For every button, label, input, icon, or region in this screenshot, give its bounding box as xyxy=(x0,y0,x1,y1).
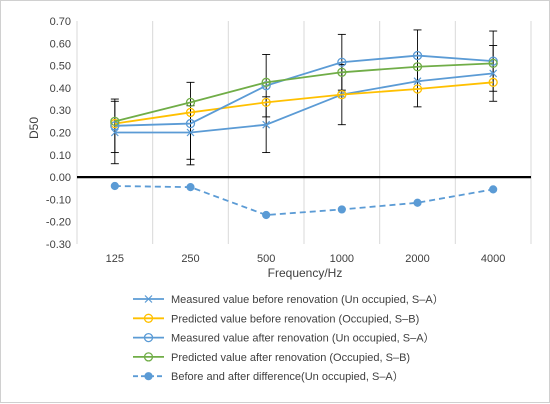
x-tick-label: 1000 xyxy=(330,253,354,265)
data-point-x-marker xyxy=(262,120,271,129)
series-line xyxy=(114,54,494,127)
data-point-filled-circle xyxy=(489,185,498,194)
data-point-open-circle xyxy=(412,50,423,61)
data-point-x-marker xyxy=(110,128,119,137)
data-point-open-circle xyxy=(337,89,347,100)
series-line xyxy=(114,81,494,125)
y-tick-label: 0.30 xyxy=(50,105,71,117)
legend: Measured value before renovation (Un occ… xyxy=(133,293,444,383)
legend-entry: Predicted value after renovation (Occupi… xyxy=(133,352,410,364)
series-1 xyxy=(110,69,498,137)
y-tick-label: -0.20 xyxy=(46,217,71,229)
legend-entry: Predicted value before renovation (Occup… xyxy=(133,313,419,325)
y-tick-label: 0.00 xyxy=(50,172,71,184)
data-point-open-circle xyxy=(261,97,271,108)
y-tick-label: -0.10 xyxy=(46,194,71,206)
series-4 xyxy=(110,58,498,126)
x-tick-label: 500 xyxy=(257,253,275,265)
data-point-open-circle xyxy=(185,97,196,108)
y-tick-label: 0.10 xyxy=(50,150,71,162)
data-point-open-circle xyxy=(185,118,196,129)
y-tick-label: 0.50 xyxy=(50,61,71,73)
series-3 xyxy=(110,50,498,131)
legend-label: Predicted value before renovation (Occup… xyxy=(171,313,419,325)
y-tick-label: 0.70 xyxy=(50,16,71,28)
data-point-open-circle xyxy=(488,58,498,69)
legend-entry: Measured value before renovation (Un occ… xyxy=(133,293,444,306)
legend-label: Before and after difference(Un occupied,… xyxy=(171,370,404,383)
x-axis-title: Frequency/Hz xyxy=(268,266,343,280)
series-line xyxy=(114,62,494,123)
y-tick-label: 0.60 xyxy=(50,38,71,50)
data-point-open-circle xyxy=(185,107,196,118)
x-tick-label: 2000 xyxy=(405,253,429,265)
data-point-open-circle xyxy=(143,332,154,343)
series-line xyxy=(114,72,494,134)
data-point-open-circle xyxy=(337,67,347,77)
data-point-filled-circle xyxy=(110,181,119,191)
x-tick-label: 125 xyxy=(106,253,124,265)
data-point-open-circle xyxy=(143,352,154,362)
data-point-filled-circle xyxy=(144,372,153,381)
data-point-x-marker xyxy=(186,128,195,137)
data-point-open-circle xyxy=(110,116,120,126)
series-line xyxy=(114,185,494,216)
data-point-filled-circle xyxy=(262,210,271,220)
data-point-open-circle xyxy=(412,84,423,94)
data-point-filled-circle xyxy=(337,205,346,214)
legend-label: Predicted value after renovation (Occupi… xyxy=(171,352,410,364)
data-point-filled-circle xyxy=(413,198,422,207)
data-point-x-marker xyxy=(144,295,153,303)
x-tick-label: 4000 xyxy=(481,253,505,265)
legend-entry: Measured value after renovation (Un occu… xyxy=(133,332,435,345)
data-point-open-circle xyxy=(143,313,154,323)
series-2 xyxy=(110,77,498,129)
data-point-filled-circle xyxy=(186,183,195,192)
data-point-open-circle xyxy=(412,62,423,72)
data-point-open-circle xyxy=(337,57,347,67)
legend-entry: Before and after difference(Un occupied,… xyxy=(133,370,404,383)
y-tick-label: 0.20 xyxy=(50,128,71,140)
y-tick-label: -0.30 xyxy=(46,239,71,251)
y-tick-label: 0.40 xyxy=(50,83,71,95)
data-point-open-circle xyxy=(488,77,498,87)
legend-label: Measured value before renovation (Un occ… xyxy=(171,293,444,306)
data-point-open-circle xyxy=(261,77,271,87)
y-axis-title: D50 xyxy=(27,117,41,139)
data-point-open-circle xyxy=(110,121,120,131)
data-point-x-marker xyxy=(413,77,422,86)
x-tick-label: 250 xyxy=(181,253,199,265)
data-point-x-marker xyxy=(489,69,498,78)
series-5 xyxy=(110,181,498,220)
legend-label: Measured value after renovation (Un occu… xyxy=(171,332,435,345)
